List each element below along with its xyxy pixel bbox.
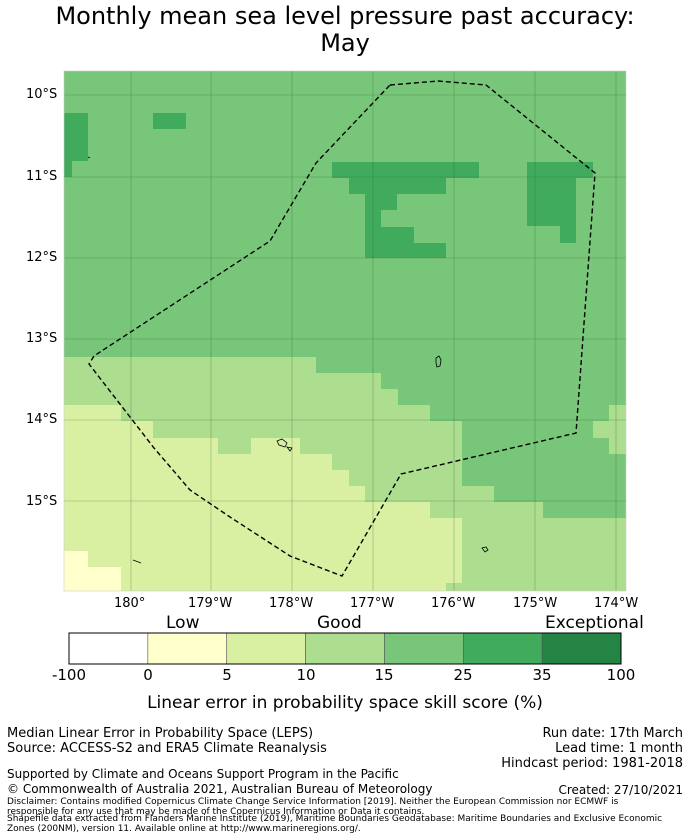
- lon-label: 174°W: [594, 596, 639, 611]
- map-title-line1: Monthly mean sea level pressure past acc…: [55, 2, 635, 30]
- colorbar-tick: 35: [532, 666, 552, 684]
- colorbar-swatch: [384, 632, 464, 665]
- footer-support: Supported by Climate and Oceans Support …: [7, 767, 399, 781]
- graticule: [64, 71, 626, 591]
- colorbar-tick: 25: [453, 666, 473, 684]
- footer-shapefile-credit: Zones (200NM), version 11. Available onl…: [7, 824, 361, 834]
- colorbar-category-good: Good: [317, 613, 362, 633]
- footer-source: Source: ACCESS-S2 and ERA5 Climate Reana…: [7, 741, 327, 756]
- lon-label: 178°W: [269, 596, 314, 611]
- lat-label: 14°S: [26, 412, 58, 427]
- colorbar-category-exceptional: Exceptional: [545, 613, 644, 633]
- lat-label: 11°S: [26, 169, 58, 184]
- colorbar-label: Linear error in probability space skill …: [147, 693, 543, 713]
- colorbar-swatch: [541, 632, 622, 665]
- footer-copyright: © Commonwealth of Australia 2021, Austra…: [7, 782, 433, 796]
- footer-shapefile-credit: Shapefile data extracted from Flanders M…: [7, 814, 663, 824]
- colorbar-swatch: [68, 632, 149, 665]
- colorbar-category-low: Low: [166, 613, 200, 633]
- map-title-line2: May: [320, 29, 370, 57]
- footer-lead-time: Lead time: 1 month: [555, 741, 683, 756]
- footer-disclaimer: responsible for any use that may be made…: [7, 807, 425, 817]
- footer-created: Created: 27/10/2021: [558, 783, 683, 797]
- footer-method: Median Linear Error in Probability Space…: [7, 726, 314, 741]
- skill-raster: [64, 71, 626, 591]
- colorbar-tick: -100: [51, 666, 87, 684]
- lon-label: 176°W: [431, 596, 476, 611]
- lat-label: 12°S: [26, 250, 58, 265]
- colorbar-tick: 100: [606, 666, 636, 684]
- lat-label: 13°S: [26, 331, 58, 346]
- lat-label: 15°S: [26, 494, 58, 509]
- colorbar-tick: 5: [222, 666, 232, 684]
- lat-label: 10°S: [26, 87, 58, 102]
- lon-label: 175°W: [513, 596, 558, 611]
- colorbar-swatch: [462, 632, 543, 665]
- colorbar-tick: 15: [374, 666, 394, 684]
- islands: [87, 156, 489, 564]
- colorbar-swatch: [305, 632, 385, 665]
- colorbar-swatch: [226, 632, 306, 665]
- footer-hindcast-period: Hindcast period: 1981-2018: [501, 756, 683, 771]
- colorbar-tick: 0: [143, 666, 153, 684]
- colorbar-swatch: [147, 632, 228, 665]
- footer-run-date: Run date: 17th March: [542, 726, 683, 741]
- lon-label: 179°W: [188, 596, 233, 611]
- lon-label: 180°: [114, 596, 146, 611]
- colorbar-tick: 10: [296, 666, 316, 684]
- colorbar: [68, 632, 622, 665]
- lon-label: 177°W: [350, 596, 395, 611]
- footer-disclaimer: Disclaimer: Contains modified Copernicus…: [7, 797, 619, 807]
